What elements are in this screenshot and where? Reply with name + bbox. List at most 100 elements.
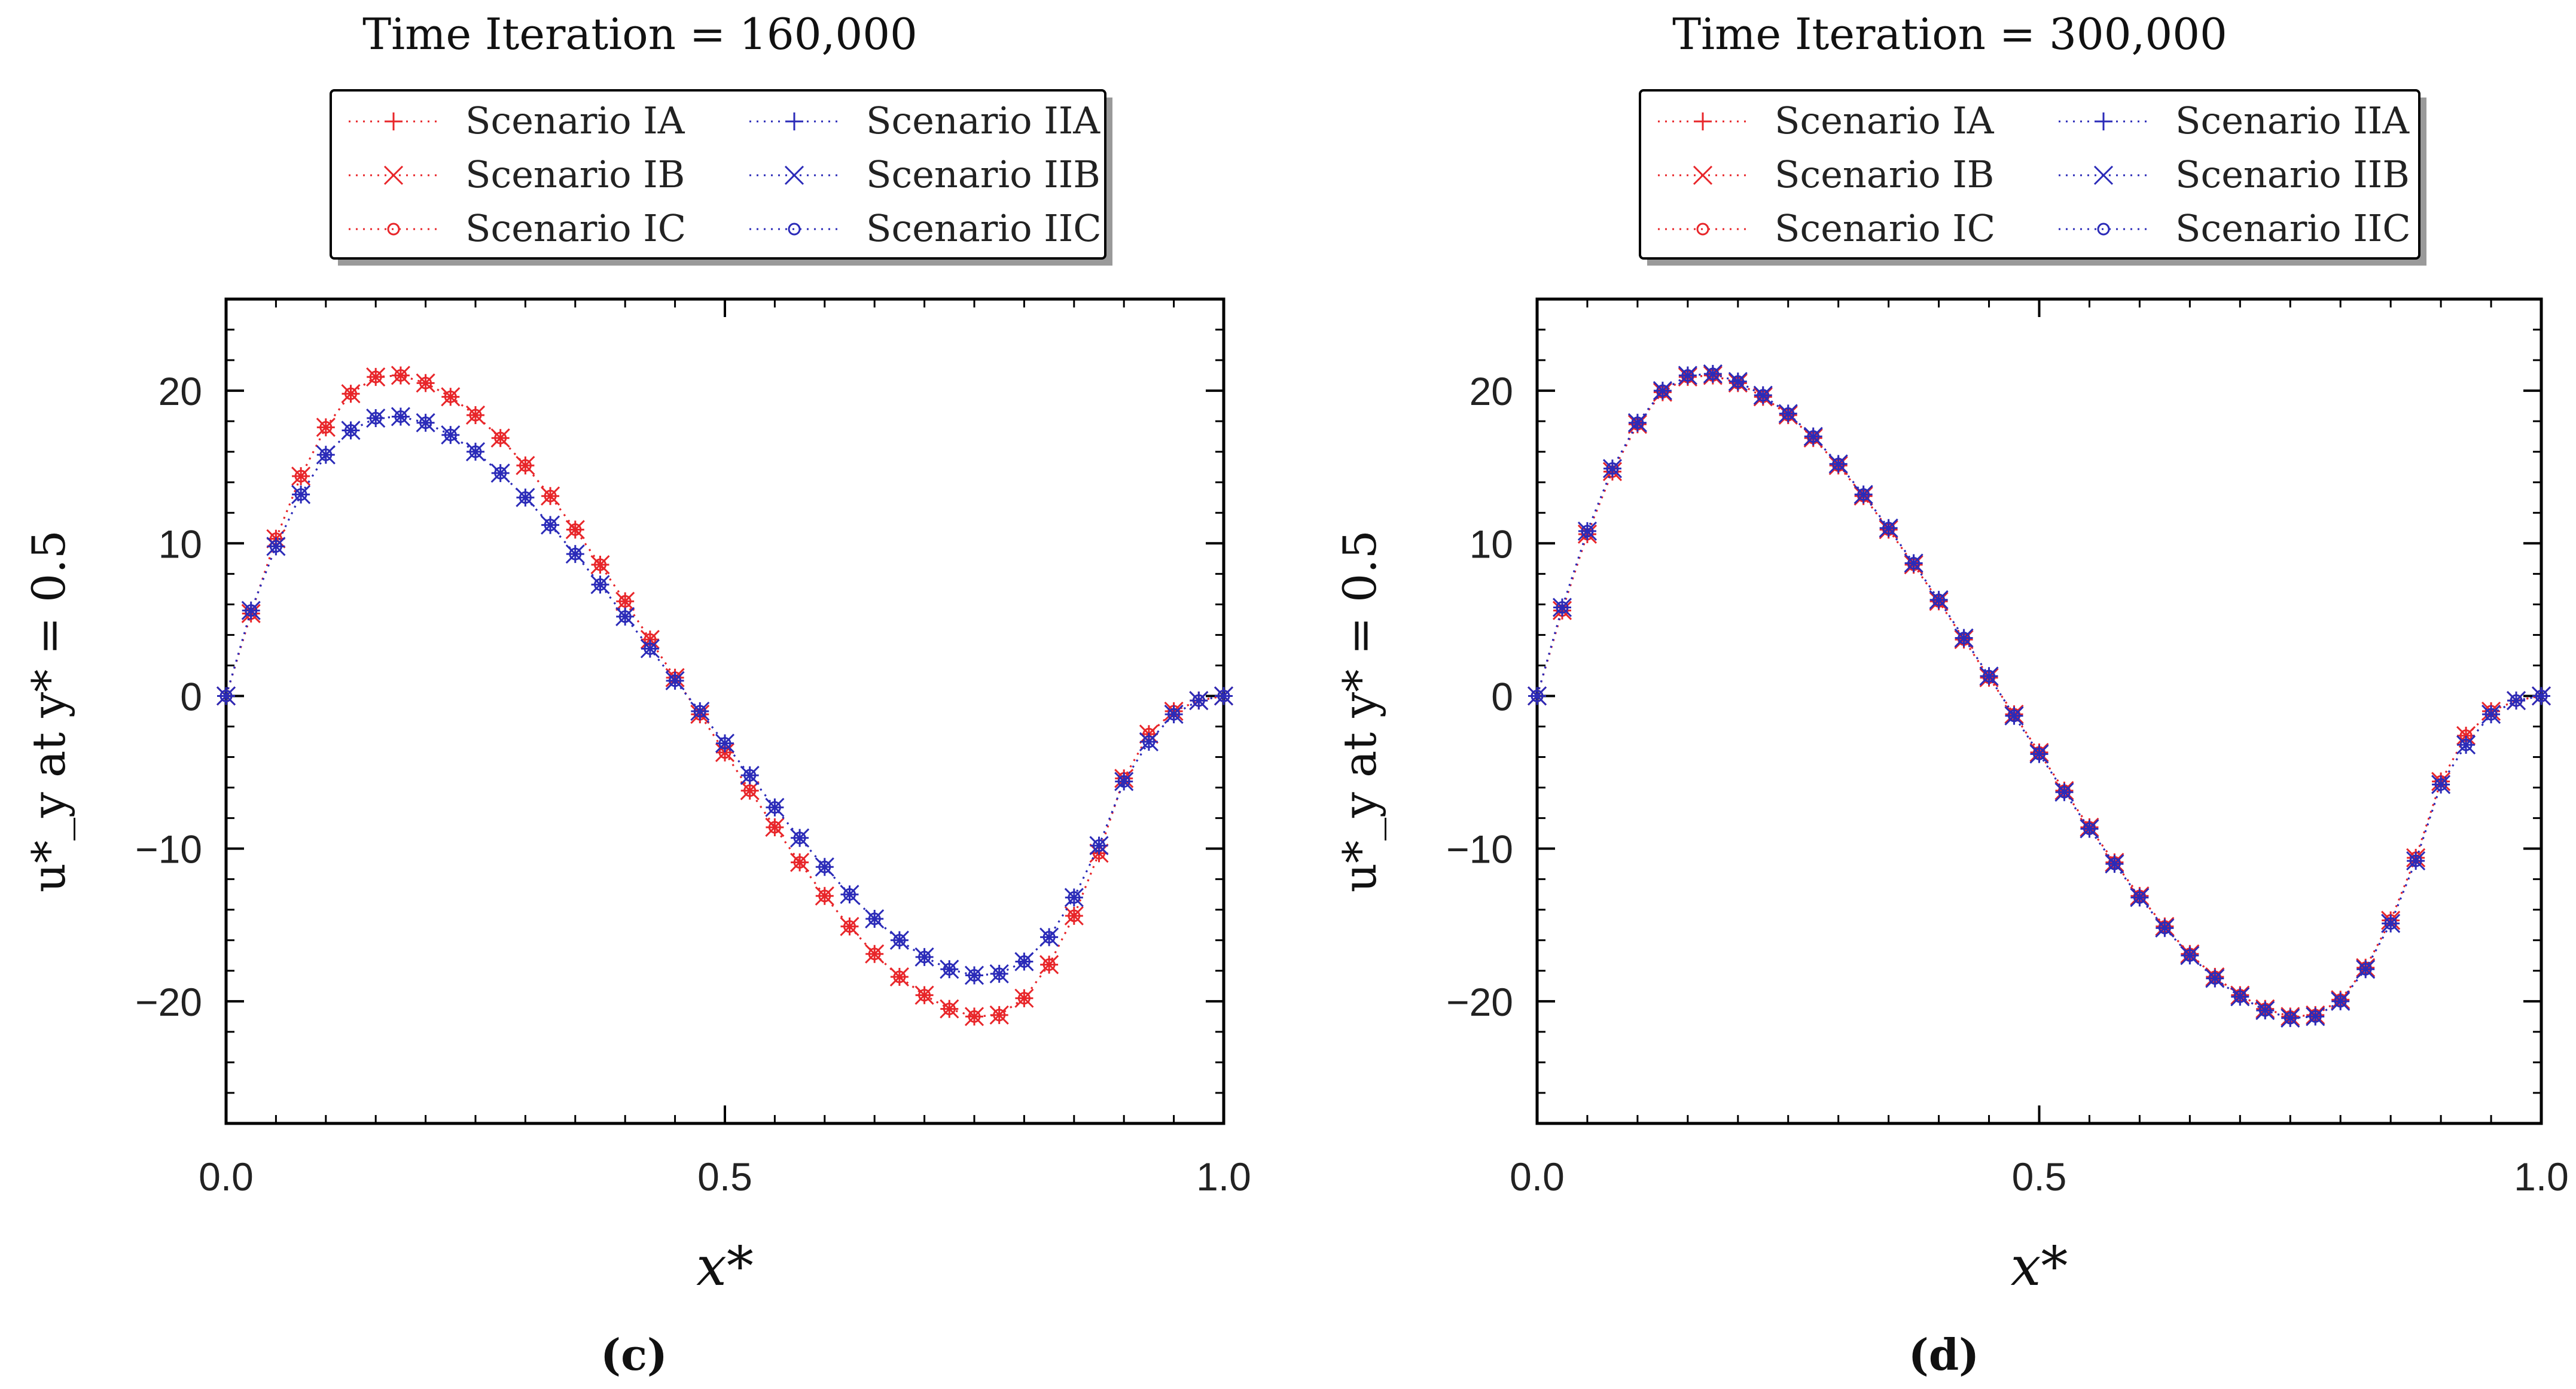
- data-point: [2105, 854, 2124, 874]
- data-point: [615, 592, 635, 611]
- data-point: [943, 962, 956, 976]
- data-point: [2306, 1007, 2325, 1026]
- legend-entry: Scenario IB: [1658, 153, 1994, 196]
- data-point: [1167, 708, 1181, 721]
- data-point: [1214, 686, 1234, 706]
- data-point: [1954, 628, 1974, 648]
- data-point: [1753, 385, 1773, 405]
- data-point: [469, 445, 482, 458]
- data-point: [618, 610, 632, 623]
- legend-label: Scenario IC: [465, 206, 686, 250]
- data-point: [1552, 598, 1572, 617]
- legend-marker-x: [1693, 165, 1713, 185]
- y-axis-label: u*_y at y* = 0.5: [1333, 530, 1386, 893]
- data-point: [2510, 694, 2523, 707]
- legend-entry: Scenario IA: [1658, 99, 1995, 142]
- series-line: [1536, 373, 2542, 1019]
- legend-label: Scenario IIB: [2175, 153, 2410, 196]
- legend-label: Scenario IA: [465, 99, 685, 142]
- data-point: [2384, 917, 2397, 930]
- data-point: [968, 1010, 981, 1023]
- data-point: [294, 470, 307, 483]
- legend-label: Scenario IIB: [866, 153, 1100, 196]
- data-point: [1581, 525, 1594, 538]
- data-point: [793, 856, 806, 869]
- series-line: [1536, 374, 2542, 1018]
- data-point: [2434, 778, 2447, 791]
- data-point: [519, 459, 532, 472]
- x-tick-label: 0.0: [1510, 1155, 1565, 1199]
- data-point: [790, 828, 810, 848]
- data-point: [1731, 375, 1745, 388]
- series-scenario-ib: [216, 365, 1234, 1026]
- data-point: [868, 948, 881, 961]
- data-point: [1014, 988, 1034, 1008]
- data-point: [940, 959, 959, 979]
- data-point: [918, 951, 931, 964]
- legend: Scenario IA Scenario IB Scenario IC Scenari…: [1639, 89, 2420, 260]
- data-point: [569, 523, 582, 536]
- data-point: [618, 595, 632, 608]
- data-point: [964, 1007, 984, 1026]
- data-point: [665, 671, 685, 691]
- data-point: [2054, 782, 2074, 802]
- data-point: [743, 784, 757, 797]
- legend-label: Scenario IB: [1775, 153, 1994, 196]
- data-point: [1068, 891, 1081, 904]
- data-point: [2205, 968, 2225, 988]
- legend-label: Scenario IIA: [866, 99, 1100, 142]
- data-point: [294, 488, 307, 501]
- data-point: [918, 989, 931, 1002]
- y-tick-label: 20: [158, 369, 202, 413]
- series-scenario-iic: [220, 410, 1230, 982]
- data-point: [1192, 694, 1205, 707]
- series-scenario-ic: [220, 369, 1230, 1023]
- y-tick-label: 20: [1470, 369, 1513, 413]
- data-point: [1017, 955, 1031, 968]
- legend-marker-plus: [1694, 112, 1712, 130]
- x-tick-label: 0.5: [697, 1155, 752, 1199]
- legend-entry: Scenario IC: [1658, 206, 1995, 250]
- data-point: [2258, 1004, 2272, 1017]
- x-axis-label: x*: [696, 1235, 754, 1298]
- data-point: [469, 409, 482, 422]
- legend-label: Scenario IIC: [866, 206, 1102, 250]
- data-point: [1681, 369, 1694, 382]
- data-point: [1093, 839, 1105, 852]
- data-point: [444, 428, 457, 441]
- data-point: [818, 860, 831, 873]
- y-tick-label: 10: [158, 522, 202, 566]
- data-point: [1114, 772, 1134, 791]
- data-point: [1656, 384, 1669, 397]
- data-point: [2431, 775, 2451, 794]
- legend-marker-plus: [2095, 112, 2112, 130]
- data-point: [743, 769, 757, 782]
- data-point: [765, 797, 785, 817]
- y-tick-label: 0: [1491, 674, 1513, 718]
- data-point: [1653, 381, 1672, 401]
- data-point: [269, 540, 282, 553]
- data-point: [2284, 1012, 2297, 1025]
- data-point: [394, 410, 407, 423]
- data-point: [615, 607, 635, 626]
- y-tick-label: 0: [180, 674, 202, 718]
- legend-marker-circle: [788, 223, 801, 236]
- data-point: [943, 1003, 956, 1016]
- data-point: [1602, 459, 1622, 479]
- panel-label: (c): [600, 1329, 667, 1380]
- plot-area: [1535, 297, 2543, 1125]
- data-point: [1039, 927, 1059, 947]
- data-point: [1983, 669, 1996, 683]
- data-point: [815, 886, 834, 906]
- data-point: [889, 967, 909, 987]
- data-point: [1706, 367, 1720, 380]
- data-point: [1932, 593, 1946, 607]
- data-point: [1117, 775, 1130, 788]
- data-point: [768, 821, 781, 834]
- data-point: [1907, 556, 1920, 569]
- data-point: [843, 888, 856, 901]
- x-tick-label: 0.5: [2012, 1155, 2067, 1199]
- data-point: [868, 912, 881, 925]
- legend-entry: Scenario IIB: [2059, 153, 2410, 196]
- data-point: [893, 970, 906, 983]
